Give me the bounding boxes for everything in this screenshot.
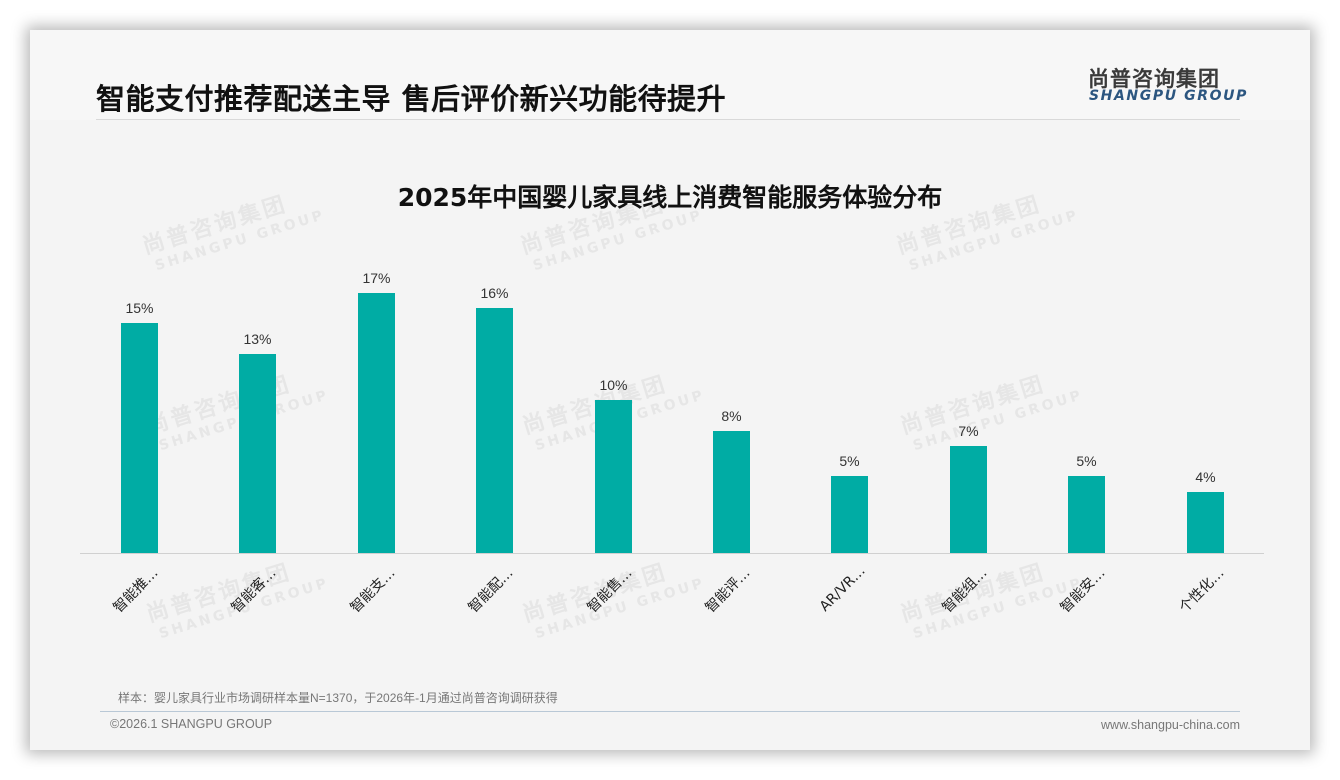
category-label: 智能售… <box>584 565 635 617</box>
footer-divider <box>100 711 1240 712</box>
website-text: www.shangpu-china.com <box>1101 718 1240 732</box>
bar <box>950 446 987 553</box>
bar <box>358 293 395 553</box>
bar <box>713 431 750 553</box>
bar-chart: 15% 智能推… 13% 智能客… 17% 智能支… 16% 智能配… 10% 智能售… 8% 智能评… <box>30 30 1310 750</box>
copyright-text: ©2026.1 SHANGPU GROUP <box>110 717 273 731</box>
bar <box>1068 476 1105 553</box>
bar <box>1187 492 1224 553</box>
logo-english: SHANGPU GROUP <box>1089 88 1248 104</box>
chart-title: 2025年中国婴儿家具线上消费智能服务体验分布 <box>397 183 943 212</box>
category-label: 智能支… <box>347 565 398 617</box>
bar-value-label: 5% <box>1076 453 1097 469</box>
category-label: 智能推… <box>110 565 161 617</box>
category-label: AR/VR… <box>816 563 869 615</box>
bar-value-label: 13% <box>243 331 272 347</box>
page-title: 智能支付推荐配送主导 售后评价新兴功能待提升 <box>96 82 727 116</box>
category-label: 智能组… <box>939 565 990 617</box>
title-divider <box>96 119 1240 120</box>
category-label: 智能配… <box>465 565 516 617</box>
bar-value-label: 10% <box>599 377 628 393</box>
bar-value-label: 15% <box>125 300 154 316</box>
bar-value-label: 16% <box>480 285 509 301</box>
logo-chinese: 尚普咨询集团 <box>1088 67 1220 91</box>
bar-value-label: 7% <box>958 423 979 439</box>
bar <box>831 476 868 553</box>
slide: 智能支付推荐配送主导 售后评价新兴功能待提升 尚普咨询集团 SHANGPU GR… <box>30 30 1310 750</box>
bar <box>595 400 632 553</box>
category-label: 智能评… <box>702 565 753 617</box>
x-axis-line <box>80 553 1264 554</box>
bar <box>239 354 276 553</box>
category-label: 智能客… <box>228 565 279 617</box>
header-band <box>30 30 1310 120</box>
bar-value-label: 4% <box>1195 469 1216 485</box>
category-label: 个性化… <box>1176 565 1227 617</box>
sample-footnote: 样本：婴儿家具行业市场调研样本量N=1370，于2026年-1月通过尚普咨询调研… <box>118 691 558 705</box>
bar <box>121 323 158 553</box>
bar-value-label: 17% <box>362 270 391 286</box>
bar <box>476 308 513 553</box>
bar-value-label: 8% <box>721 408 742 424</box>
bar-value-label: 5% <box>839 453 860 469</box>
category-label: 智能安… <box>1057 565 1108 617</box>
